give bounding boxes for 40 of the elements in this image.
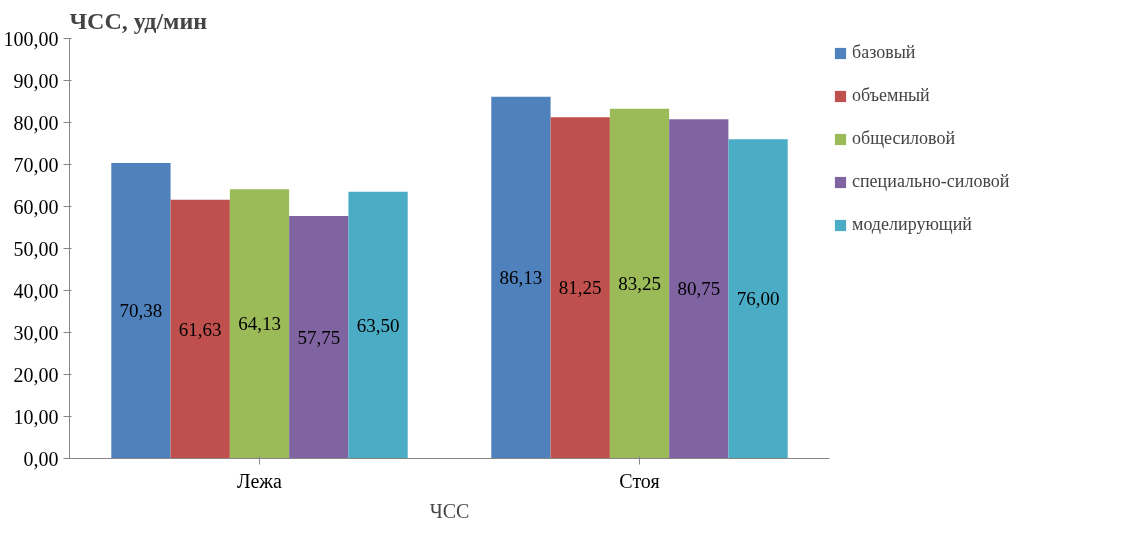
data-label: 63,50 (356, 314, 400, 336)
data-label: 80,75 (677, 278, 721, 300)
bar (111, 162, 171, 459)
y-tick-label: 20,00 (13, 363, 59, 386)
data-label: 70,38 (119, 300, 163, 322)
y-tick-label: 30,00 (13, 321, 59, 344)
bar (289, 215, 349, 459)
data-label: 81,25 (558, 277, 602, 299)
y-tick-label: 0,00 (23, 447, 59, 470)
y-tick-label: 70,00 (13, 153, 59, 176)
y-tick-label: 10,00 (13, 405, 59, 428)
bar (229, 189, 290, 459)
y-tick-label: 100,00 (3, 27, 59, 50)
bar (609, 108, 670, 459)
x-axis-title: ЧСС (429, 499, 470, 522)
data-label: 64,13 (238, 313, 281, 335)
data-label: 86,13 (499, 267, 543, 289)
y-tick-label: 40,00 (13, 279, 59, 302)
chart-title: ЧСС, уд/мин (69, 7, 208, 34)
bar (170, 199, 230, 459)
x-tick-label: Стоя (619, 469, 660, 492)
legend-label: объемный (852, 85, 930, 106)
y-tick-label: 60,00 (13, 195, 59, 218)
bar (550, 117, 610, 459)
data-label: 76,00 (736, 288, 780, 310)
data-label: 61,63 (178, 318, 222, 340)
legend-label: специально-силовой (852, 171, 1010, 192)
bar (491, 96, 551, 459)
legend-label: моделирующий (852, 214, 972, 235)
bar (728, 139, 788, 459)
y-tick-label: 80,00 (13, 111, 59, 134)
x-tick-label: Лежа (237, 469, 283, 492)
legend-label: общесиловой (852, 128, 956, 149)
data-label: 83,25 (618, 273, 661, 295)
bar (669, 119, 729, 459)
y-tick-label: 50,00 (13, 237, 59, 260)
data-label: 57,75 (297, 326, 341, 348)
y-tick-label: 90,00 (13, 69, 59, 92)
bar (348, 191, 408, 459)
legend-label: базовый (852, 42, 916, 63)
